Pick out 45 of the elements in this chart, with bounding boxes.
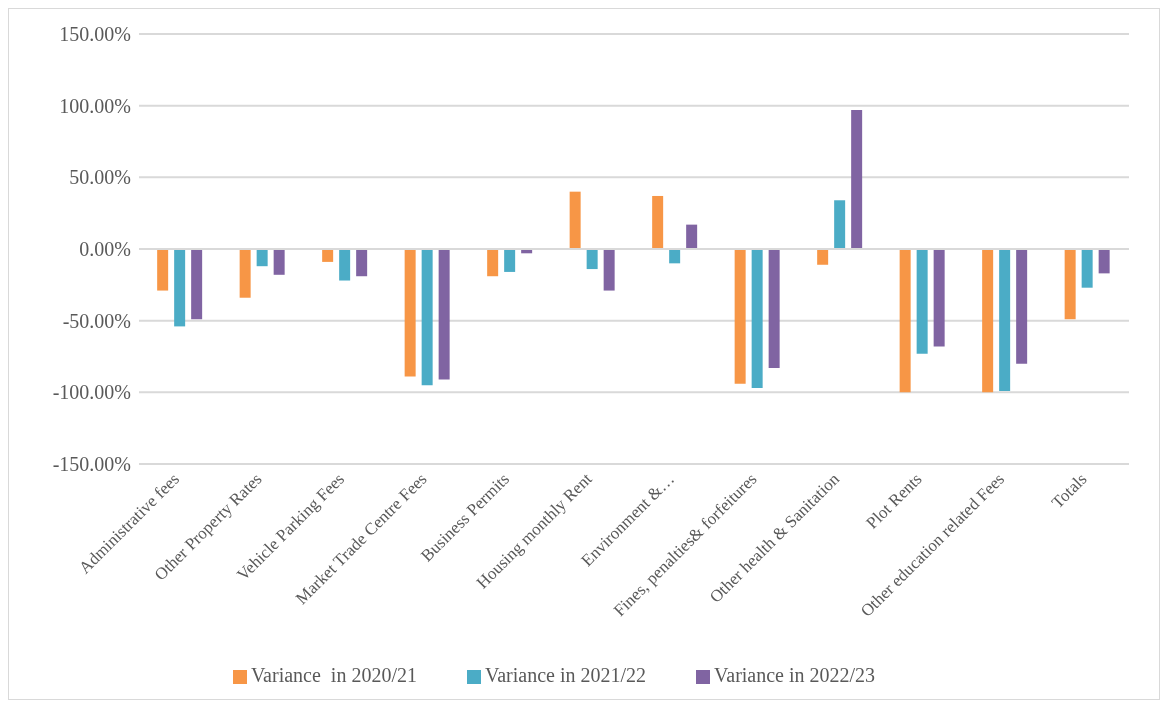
y-tick-label: -100.00% <box>52 381 131 404</box>
bar <box>569 191 581 249</box>
bar <box>768 249 780 368</box>
bar <box>157 249 169 291</box>
bar <box>239 249 251 298</box>
bar <box>487 249 499 277</box>
bar <box>404 249 416 377</box>
bar <box>421 249 433 386</box>
bar <box>669 249 681 264</box>
bar <box>174 249 186 327</box>
y-tick-label: 50.00% <box>69 166 131 189</box>
bar <box>586 249 598 270</box>
legend-label: Variance in 2022/23 <box>714 664 876 686</box>
bar <box>603 249 615 291</box>
bar <box>916 249 928 354</box>
bar <box>504 249 516 272</box>
bar <box>1064 249 1076 320</box>
y-tick-label: 0.00% <box>79 238 131 261</box>
y-tick-label: 100.00% <box>59 94 131 117</box>
bar <box>356 249 368 277</box>
bar <box>734 249 746 384</box>
legend-label: Variance in 2021/22 <box>484 664 647 686</box>
bar <box>899 249 911 393</box>
bar <box>817 249 829 265</box>
y-tick-label: -150.00% <box>52 453 131 476</box>
bar <box>851 109 863 249</box>
bar <box>438 249 450 380</box>
bar <box>1081 249 1093 288</box>
bar <box>982 249 994 393</box>
y-tick-label: 150.00% <box>59 23 131 46</box>
legend-label: Variance in 2020/21 <box>250 664 417 686</box>
bar <box>273 249 285 275</box>
bar <box>933 249 945 347</box>
bar <box>1016 249 1028 364</box>
bar <box>686 224 698 249</box>
bar <box>1098 249 1110 274</box>
bar <box>751 249 763 389</box>
bar <box>256 249 268 267</box>
bar <box>191 249 203 320</box>
bar <box>999 249 1011 391</box>
bar <box>322 249 334 262</box>
y-tick-label: -50.00% <box>62 309 131 332</box>
bar <box>339 249 351 281</box>
bar <box>652 195 664 249</box>
bar <box>834 200 846 249</box>
